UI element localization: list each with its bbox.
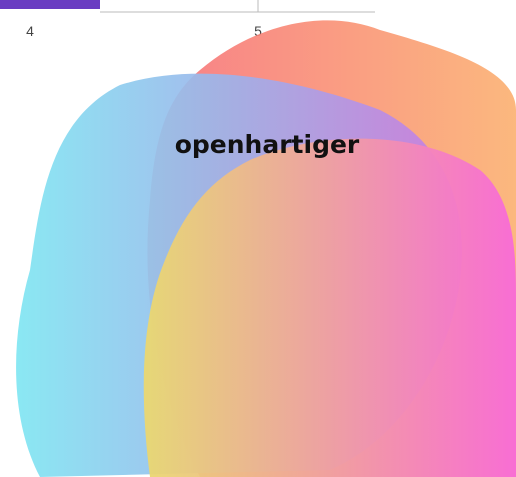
bar-fragment [0,0,100,9]
screen: 4 5 openhartiger [0,0,516,477]
brand-label: openhartiger [175,130,360,159]
tick-label: 4 [26,23,34,39]
page: 4 5 openhartiger (() => { const data = J… [0,0,516,477]
